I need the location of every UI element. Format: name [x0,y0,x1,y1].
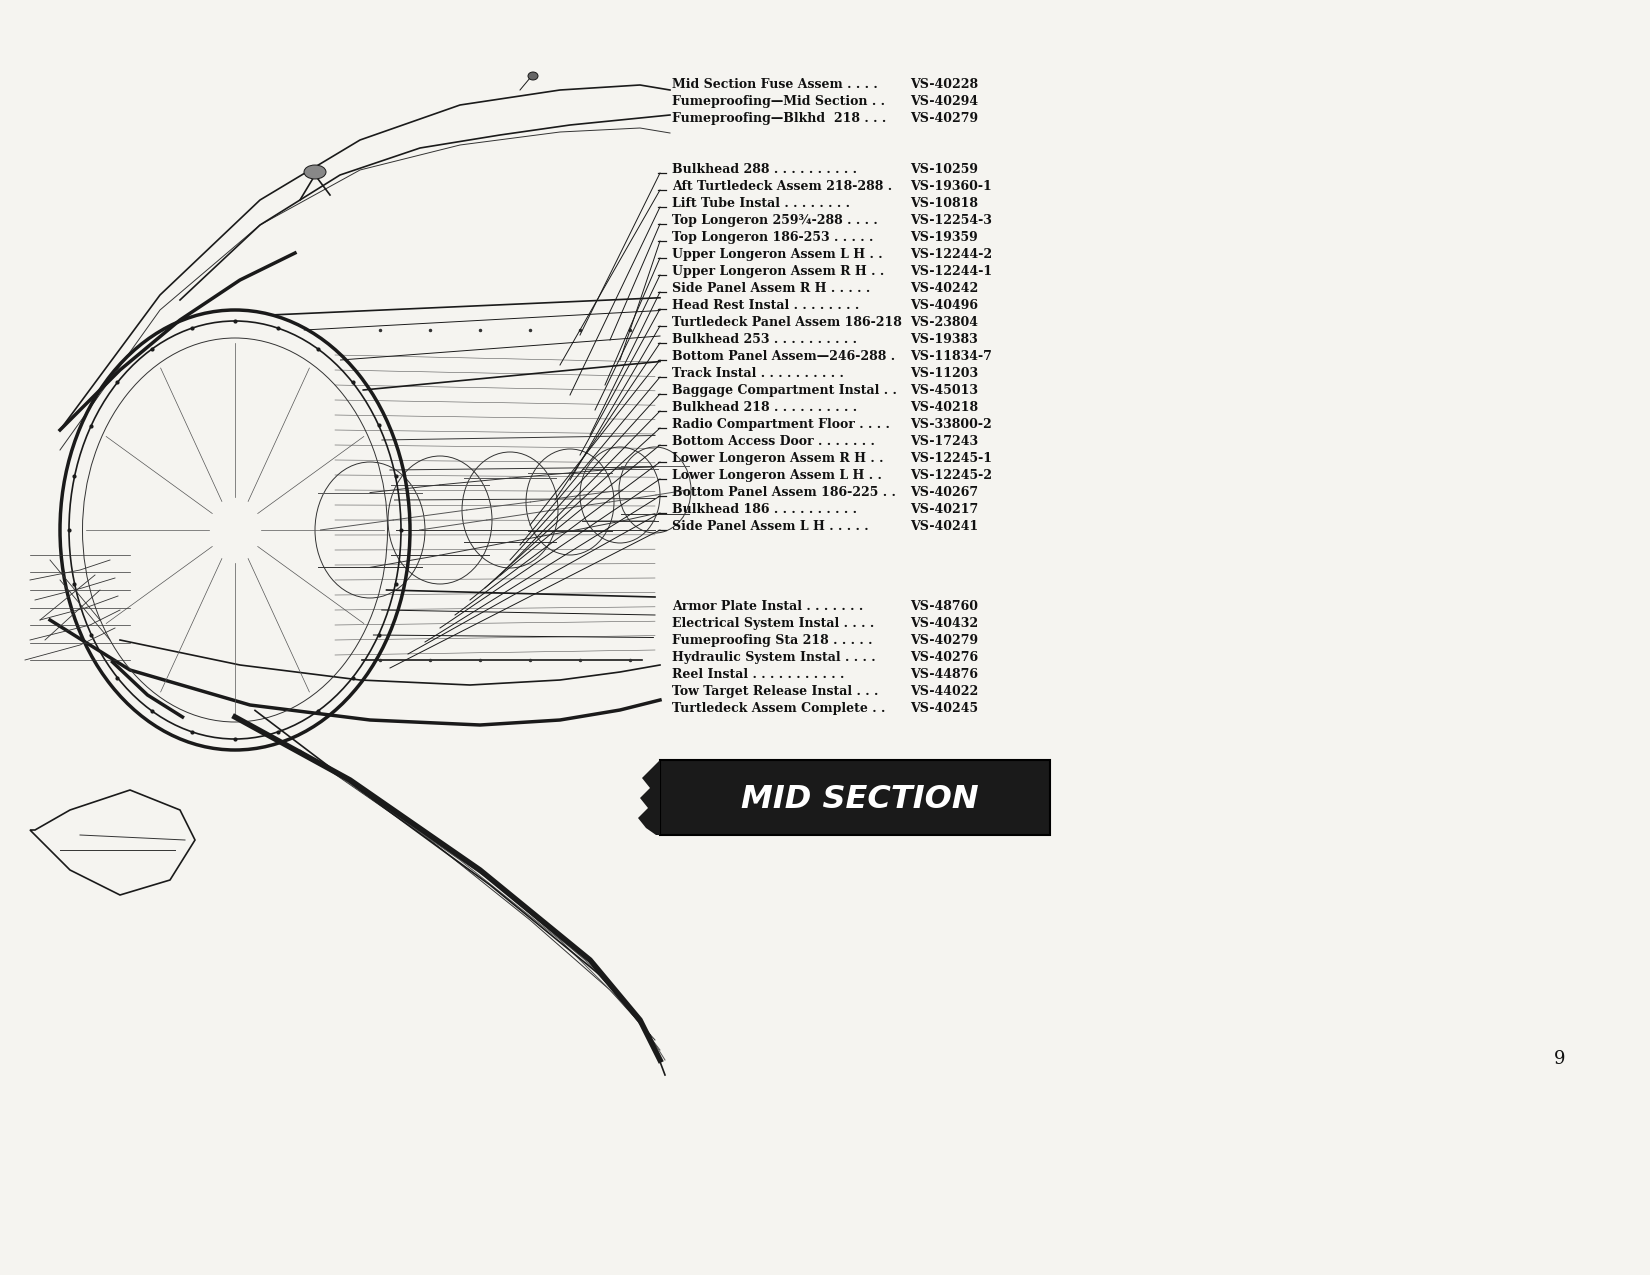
Text: Armor Plate Instal . . . . . . .: Armor Plate Instal . . . . . . . [672,601,863,613]
Text: Bottom Access Door . . . . . . .: Bottom Access Door . . . . . . . [672,435,874,448]
Text: Top Longeron 259¾-288 . . . .: Top Longeron 259¾-288 . . . . [672,214,878,227]
Polygon shape [639,760,660,835]
Text: VS-12245-2: VS-12245-2 [911,469,992,482]
Text: VS-23804: VS-23804 [911,316,978,329]
Text: VS-11834-7: VS-11834-7 [911,351,992,363]
Text: Bulkhead 218 . . . . . . . . . .: Bulkhead 218 . . . . . . . . . . [672,402,856,414]
Text: Top Longeron 186-253 . . . . .: Top Longeron 186-253 . . . . . [672,231,873,244]
Text: VS-40496: VS-40496 [911,300,978,312]
Text: VS-19360-1: VS-19360-1 [911,180,992,193]
Text: VS-40228: VS-40228 [911,78,978,91]
Text: VS-19359: VS-19359 [911,231,978,244]
Text: Lower Longeron Assem L H . .: Lower Longeron Assem L H . . [672,469,881,482]
Text: VS-40242: VS-40242 [911,282,978,295]
Text: Head Rest Instal . . . . . . . .: Head Rest Instal . . . . . . . . [672,300,860,312]
Ellipse shape [528,71,538,80]
Text: VS-48760: VS-48760 [911,601,978,613]
Text: VS-40217: VS-40217 [911,504,978,516]
Text: VS-33800-2: VS-33800-2 [911,418,992,431]
Text: VS-40276: VS-40276 [911,652,978,664]
Text: VS-40279: VS-40279 [911,634,978,646]
Text: Fumeproofing—Blkhd  218 . . .: Fumeproofing—Blkhd 218 . . . [672,112,886,125]
Text: Bottom Panel Assem 186-225 . .: Bottom Panel Assem 186-225 . . [672,486,896,499]
Text: Fumeproofing Sta 218 . . . . .: Fumeproofing Sta 218 . . . . . [672,634,873,646]
Text: Baggage Compartment Instal . .: Baggage Compartment Instal . . [672,384,898,397]
Text: Bulkhead 186 . . . . . . . . . .: Bulkhead 186 . . . . . . . . . . [672,504,856,516]
Text: VS-44876: VS-44876 [911,668,978,681]
Text: VS-40267: VS-40267 [911,486,978,499]
Text: Turtledeck Panel Assem 186-218: Turtledeck Panel Assem 186-218 [672,316,903,329]
Text: Radio Compartment Floor . . . .: Radio Compartment Floor . . . . [672,418,889,431]
Text: Bulkhead 288 . . . . . . . . . .: Bulkhead 288 . . . . . . . . . . [672,163,856,176]
Text: VS-40432: VS-40432 [911,617,978,630]
Text: Turtledeck Assem Complete . .: Turtledeck Assem Complete . . [672,703,886,715]
Text: Fumeproofing—Mid Section . .: Fumeproofing—Mid Section . . [672,96,884,108]
Text: Upper Longeron Assem L H . .: Upper Longeron Assem L H . . [672,249,883,261]
Text: Mid Section Fuse Assem . . . .: Mid Section Fuse Assem . . . . [672,78,878,91]
Text: VS-12254-3: VS-12254-3 [911,214,992,227]
Text: Track Instal . . . . . . . . . .: Track Instal . . . . . . . . . . [672,367,843,380]
Text: VS-12244-2: VS-12244-2 [911,249,992,261]
Text: VS-17243: VS-17243 [911,435,978,448]
Text: 9: 9 [1554,1051,1566,1068]
Text: Bottom Panel Assem—246-288 .: Bottom Panel Assem—246-288 . [672,351,894,363]
Text: MID SECTION: MID SECTION [741,784,978,815]
Text: VS-45013: VS-45013 [911,384,978,397]
Text: VS-40245: VS-40245 [911,703,978,715]
Text: Tow Target Release Instal . . .: Tow Target Release Instal . . . [672,685,878,697]
Text: Reel Instal . . . . . . . . . . .: Reel Instal . . . . . . . . . . . [672,668,845,681]
Ellipse shape [304,164,327,178]
Text: VS-10259: VS-10259 [911,163,978,176]
Text: VS-12244-1: VS-12244-1 [911,265,992,278]
Text: Electrical System Instal . . . .: Electrical System Instal . . . . [672,617,874,630]
Text: VS-40241: VS-40241 [911,520,978,533]
Text: Side Panel Assem L H . . . . .: Side Panel Assem L H . . . . . [672,520,868,533]
Text: Aft Turtledeck Assem 218-288 .: Aft Turtledeck Assem 218-288 . [672,180,893,193]
Text: VS-44022: VS-44022 [911,685,978,697]
Text: VS-40279: VS-40279 [911,112,978,125]
Text: Hydraulic System Instal . . . .: Hydraulic System Instal . . . . [672,652,876,664]
Text: VS-19383: VS-19383 [911,333,978,346]
Text: VS-11203: VS-11203 [911,367,978,380]
Text: Bulkhead 253 . . . . . . . . . .: Bulkhead 253 . . . . . . . . . . [672,333,856,346]
Text: Lift Tube Instal . . . . . . . .: Lift Tube Instal . . . . . . . . [672,198,850,210]
Text: Lower Longeron Assem R H . .: Lower Longeron Assem R H . . [672,453,883,465]
Text: VS-12245-1: VS-12245-1 [911,453,992,465]
FancyBboxPatch shape [660,760,1049,835]
Text: VS-40218: VS-40218 [911,402,978,414]
Text: VS-10818: VS-10818 [911,198,978,210]
Text: Side Panel Assem R H . . . . .: Side Panel Assem R H . . . . . [672,282,870,295]
Text: VS-40294: VS-40294 [911,96,978,108]
Text: Upper Longeron Assem R H . .: Upper Longeron Assem R H . . [672,265,884,278]
